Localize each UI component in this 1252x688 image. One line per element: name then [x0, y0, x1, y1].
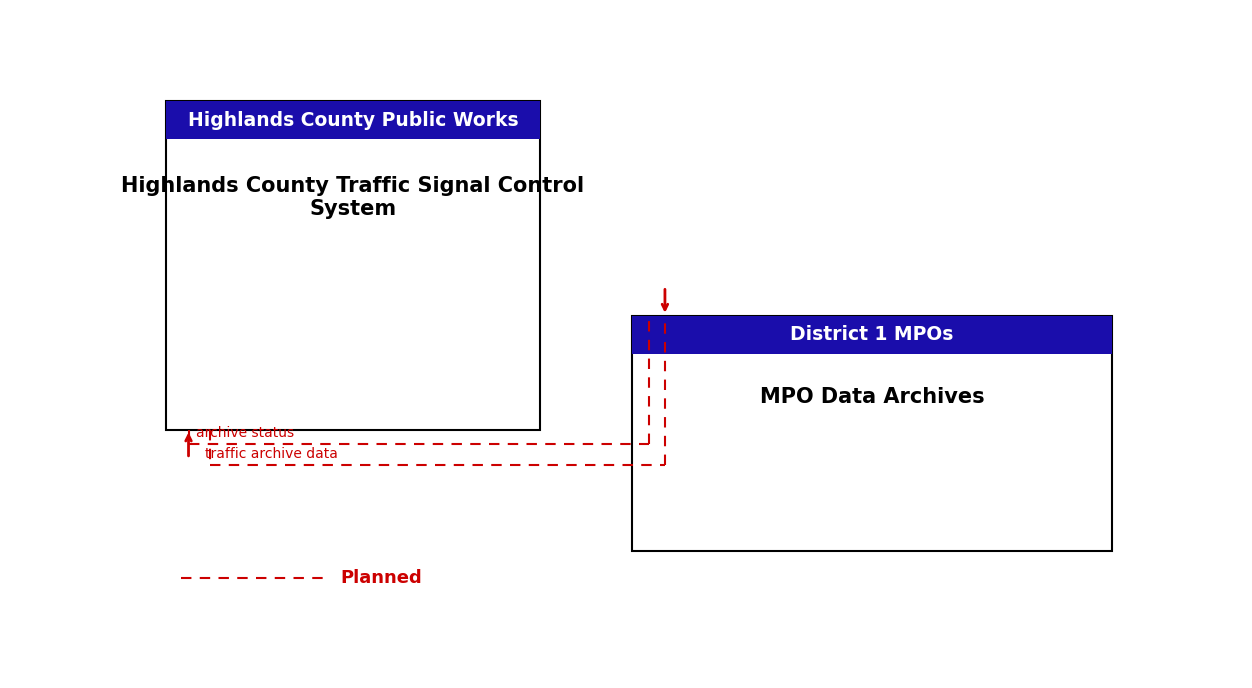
Text: Highlands County Public Works: Highlands County Public Works	[188, 111, 518, 129]
Text: Planned: Planned	[341, 569, 423, 587]
Text: MPO Data Archives: MPO Data Archives	[760, 387, 984, 407]
Bar	[167, 101, 540, 429]
Bar	[632, 316, 1112, 354]
Text: Highlands County Traffic Signal Control
System: Highlands County Traffic Signal Control …	[121, 175, 585, 219]
Text: District 1 MPOs: District 1 MPOs	[790, 325, 954, 344]
Bar	[632, 316, 1112, 551]
Text: archive status: archive status	[197, 426, 294, 440]
Bar	[167, 101, 540, 139]
Text: traffic archive data: traffic archive data	[205, 447, 338, 461]
